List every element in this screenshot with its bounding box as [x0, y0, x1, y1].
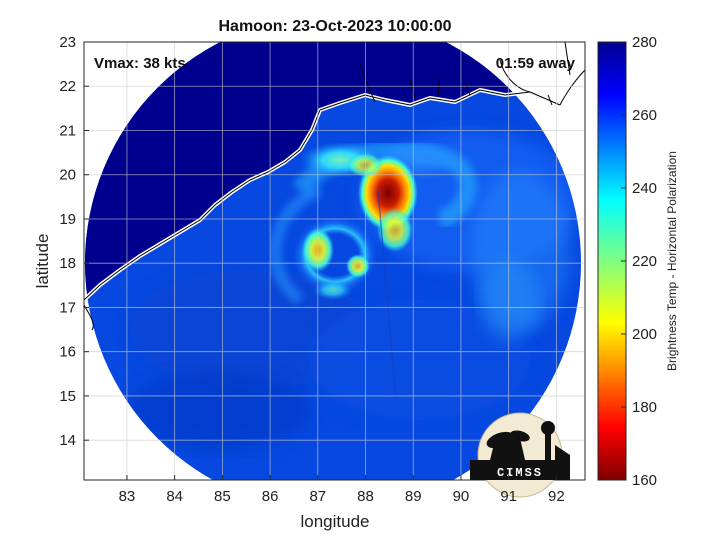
colorbar-tick-label: 260 — [632, 107, 657, 124]
map-plot-area — [84, 42, 585, 480]
time-away-label: 01:59 away — [496, 55, 576, 72]
cimss-logo-text: CIMSS — [497, 466, 543, 480]
colorbar-tick-label: 180 — [632, 399, 657, 416]
x-axis-label: longitude — [300, 512, 369, 531]
x-tick-label: 84 — [166, 488, 183, 505]
coastline — [84, 42, 585, 331]
x-tick-label: 90 — [453, 488, 470, 505]
y-tick-label: 20 — [59, 167, 76, 184]
x-tick-label: 87 — [309, 488, 326, 505]
satellite-swath — [85, 42, 581, 480]
y-tick-label: 16 — [59, 344, 76, 361]
colorbar-ticks: 160 180 200 220 240 260 280 — [621, 34, 657, 489]
x-tick-label: 85 — [214, 488, 231, 505]
x-tick-label: 91 — [500, 488, 517, 505]
cimss-logo: CIMSS — [470, 412, 570, 498]
grid-lines — [84, 42, 585, 480]
x-tick-label: 88 — [357, 488, 374, 505]
colorbar-tick-label: 240 — [632, 180, 657, 197]
y-tick-label: 23 — [59, 34, 76, 51]
land-region — [85, 42, 581, 300]
figure-title: Hamoon: 23-Oct-2023 10:00:00 — [219, 18, 452, 35]
y-tick-label: 18 — [59, 255, 76, 272]
y-tick-label: 21 — [59, 122, 76, 139]
colorbar: 160 180 200 220 240 260 280 Brightness Temp - … — [597, 34, 679, 489]
x-tick-label: 92 — [548, 488, 565, 505]
plot-frame — [83, 41, 586, 481]
y-tick-label: 17 — [59, 299, 76, 316]
colorbar-label: Brightness Temp - Horizontal Polarizatio… — [665, 151, 679, 371]
colorbar-tick-label: 220 — [632, 253, 657, 270]
x-axis-ticks: 83 84 85 86 87 88 89 90 91 92 — [119, 475, 565, 505]
colorbar-tick-label: 200 — [632, 326, 657, 343]
x-tick-label: 89 — [405, 488, 422, 505]
y-tick-label: 15 — [59, 388, 76, 405]
y-tick-label: 22 — [59, 78, 76, 95]
y-tick-label: 14 — [59, 432, 76, 449]
y-axis-ticks: 14 15 16 17 18 19 20 21 22 23 — [59, 34, 89, 449]
y-tick-label: 19 — [59, 211, 76, 228]
x-tick-label: 83 — [119, 488, 136, 505]
vmax-label: Vmax: 38 kts — [94, 55, 186, 72]
colorbar-tick-label: 160 — [632, 472, 657, 489]
y-axis-label: latitude — [33, 234, 52, 289]
colorbar-tick-label: 280 — [632, 34, 657, 51]
x-tick-label: 86 — [262, 488, 279, 505]
